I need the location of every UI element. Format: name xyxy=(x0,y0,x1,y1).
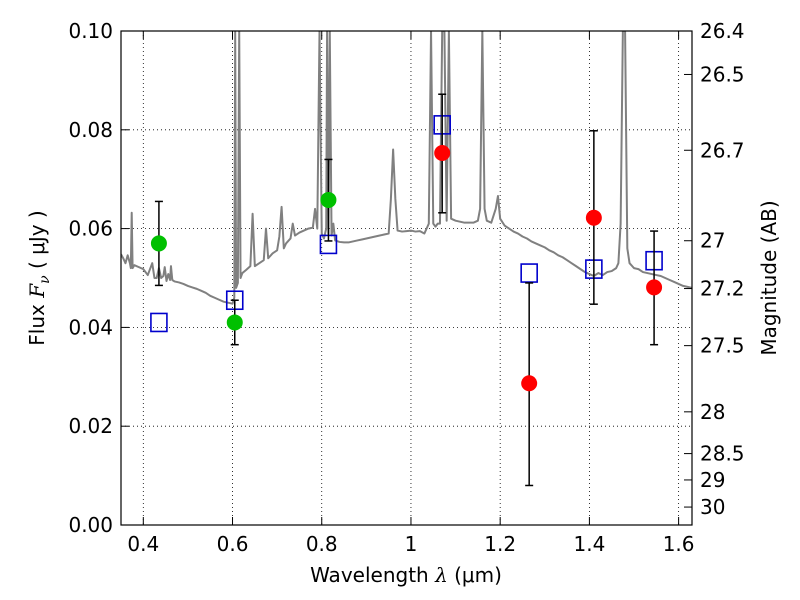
observed-point-3-3 xyxy=(646,230,663,346)
y-axis-label-suffix: ( μJy ) xyxy=(25,210,49,275)
model-spectrum-line xyxy=(121,31,692,305)
x-tick-label-3: 1 xyxy=(405,532,418,556)
y-axis-label-prefix: Flux xyxy=(25,298,49,346)
axes: 0.4 0.6 0.8 1 1.2 1.4 1.6 0.00 0.02 0.04 0.06 0.08 0… xyxy=(68,19,744,556)
mag-tick-label-6: 28 xyxy=(700,400,725,424)
plot-background xyxy=(121,31,692,525)
x-tick-label-2: 0.8 xyxy=(306,532,338,556)
data-layer xyxy=(121,31,692,487)
x-tick-label-0: 0.4 xyxy=(127,532,159,556)
observed-point-2-1 xyxy=(226,299,243,346)
mag-tick-label-9: 30 xyxy=(700,495,725,519)
mag-tick-label-0: 26.4 xyxy=(700,19,745,43)
y-tick-label-0: 0.00 xyxy=(68,513,113,537)
observed-point-2-0 xyxy=(150,200,167,287)
x-axis-label-suffix: (μm) xyxy=(448,563,502,587)
x-axis-label: Wavelength λ (μm) xyxy=(310,563,502,587)
x-tick-label-4: 1.2 xyxy=(484,532,516,556)
y-axis-label: Flux Fν ( μJy ) xyxy=(25,210,53,345)
mag-tick-label-7: 28.5 xyxy=(700,442,745,466)
plot-frame xyxy=(120,30,693,526)
mag-tick-label-3: 27 xyxy=(700,229,725,253)
y-axis-label-subscript: ν xyxy=(37,275,53,284)
mag-tick-label-1: 26.5 xyxy=(700,62,745,86)
observed-point-3-2 xyxy=(585,130,602,305)
observed-marker xyxy=(434,145,451,162)
y-tick-label-4: 0.08 xyxy=(68,118,113,142)
observed-marker xyxy=(226,314,243,331)
x-tick-label-1: 0.6 xyxy=(217,532,249,556)
observed-marker xyxy=(585,209,602,226)
y-tick-label-1: 0.02 xyxy=(68,414,113,438)
observed-marker xyxy=(150,235,167,252)
mag-tick-label-8: 29 xyxy=(700,468,725,492)
y-tick-label-2: 0.04 xyxy=(68,315,113,339)
x-axis-label-prefix: Wavelength xyxy=(310,563,435,587)
observed-point-3-0 xyxy=(434,93,451,214)
model-photometry-square-4 xyxy=(520,263,538,283)
y-tick-label-3: 0.06 xyxy=(68,217,113,241)
observed-marker xyxy=(320,191,337,208)
mag-tick-label-2: 26.7 xyxy=(700,138,745,162)
observed-point-3-1 xyxy=(521,282,538,487)
observed-point-2-2 xyxy=(320,158,337,242)
observed-marker xyxy=(521,375,538,392)
x-tick-label-5: 1.4 xyxy=(573,532,605,556)
mag-tick-label-5: 27.5 xyxy=(700,334,745,358)
x-tick-label-6: 1.6 xyxy=(663,532,695,556)
model-photometry-square-0 xyxy=(150,312,168,333)
mag-tick-label-4: 27.2 xyxy=(700,277,745,301)
y-axis-label-symbol: F xyxy=(25,283,49,299)
x-axis-label-symbol: λ xyxy=(434,563,448,587)
right-axis-label: Magnitude (AB) xyxy=(757,200,781,355)
observed-marker xyxy=(646,279,663,296)
y-tick-label-5: 0.10 xyxy=(68,19,113,43)
